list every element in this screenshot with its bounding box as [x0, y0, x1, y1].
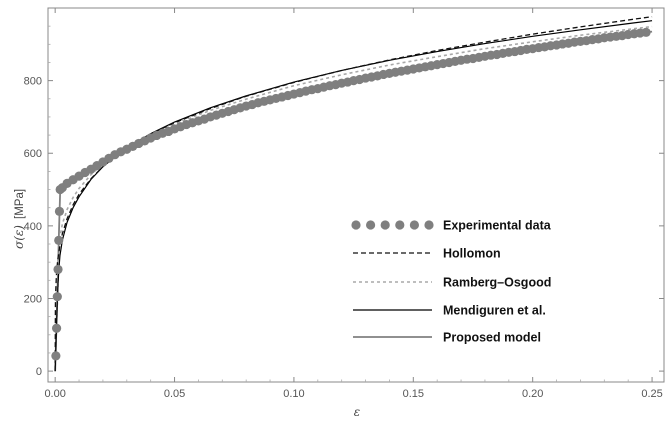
data-point — [54, 206, 65, 216]
legend-marker — [366, 220, 376, 230]
x-tick-label: 0.05 — [164, 388, 185, 400]
legend-marker — [424, 220, 434, 230]
legend-marker — [395, 220, 405, 230]
y-tick-label: 600 — [24, 148, 42, 160]
legend-item: Ramberg–Osgood — [353, 276, 551, 290]
y-tick-label: 0 — [36, 366, 42, 378]
axes-frame — [47, 7, 665, 383]
y-tick-label: 200 — [24, 293, 42, 305]
series-layer — [51, 16, 653, 372]
legend-marker — [380, 220, 390, 230]
x-tick-label: 0.15 — [403, 388, 424, 400]
legend-label: Experimental data — [443, 219, 552, 233]
legend-marker — [409, 220, 419, 230]
y-axis-label: σ(ε) [MPa] — [12, 189, 26, 249]
legend: Experimental data Hollomon Ramberg–Osgood M… — [351, 219, 552, 345]
legend-item: Experimental data — [351, 219, 552, 233]
data-point — [53, 264, 63, 275]
y-axis-label-symbol: σ(ε) — [12, 225, 26, 249]
data-point — [54, 235, 64, 245]
series-line-mendiguren-et-al- — [54, 20, 653, 372]
x-tick-label: 0.10 — [283, 388, 304, 400]
y-tick-label: 400 — [24, 221, 42, 233]
legend-marker — [351, 220, 361, 230]
legend-label: Mendiguren et al. — [443, 304, 546, 318]
legend-item: Mendiguren et al. — [353, 304, 546, 318]
series-line-hollomon — [54, 16, 653, 372]
y-axis-label-unit: [MPa] — [14, 189, 26, 219]
series-clip-group — [51, 16, 653, 372]
legend-label: Proposed model — [443, 331, 541, 345]
data-point — [52, 292, 62, 302]
y-tick-label: 800 — [24, 76, 42, 88]
data-point — [51, 351, 61, 361]
legend-label: Hollomon — [443, 247, 501, 261]
experimental-points — [51, 27, 651, 361]
x-tick-label: 0.25 — [641, 388, 662, 400]
x-tick-label: 0.00 — [44, 388, 65, 400]
legend-item: Proposed model — [353, 331, 541, 345]
legend-label: Ramberg–Osgood — [443, 276, 551, 290]
x-tick-label: 0.20 — [522, 388, 543, 400]
legend-item: Hollomon — [353, 247, 501, 261]
x-axis-label: ε — [354, 405, 360, 419]
data-point — [641, 27, 651, 37]
data-point — [51, 323, 62, 333]
tick-marks: 0.00 0.05 0.10 0.15 0.20 0.25 0 200 400 600 800 — [24, 8, 664, 400]
plot-frame — [47, 7, 665, 383]
